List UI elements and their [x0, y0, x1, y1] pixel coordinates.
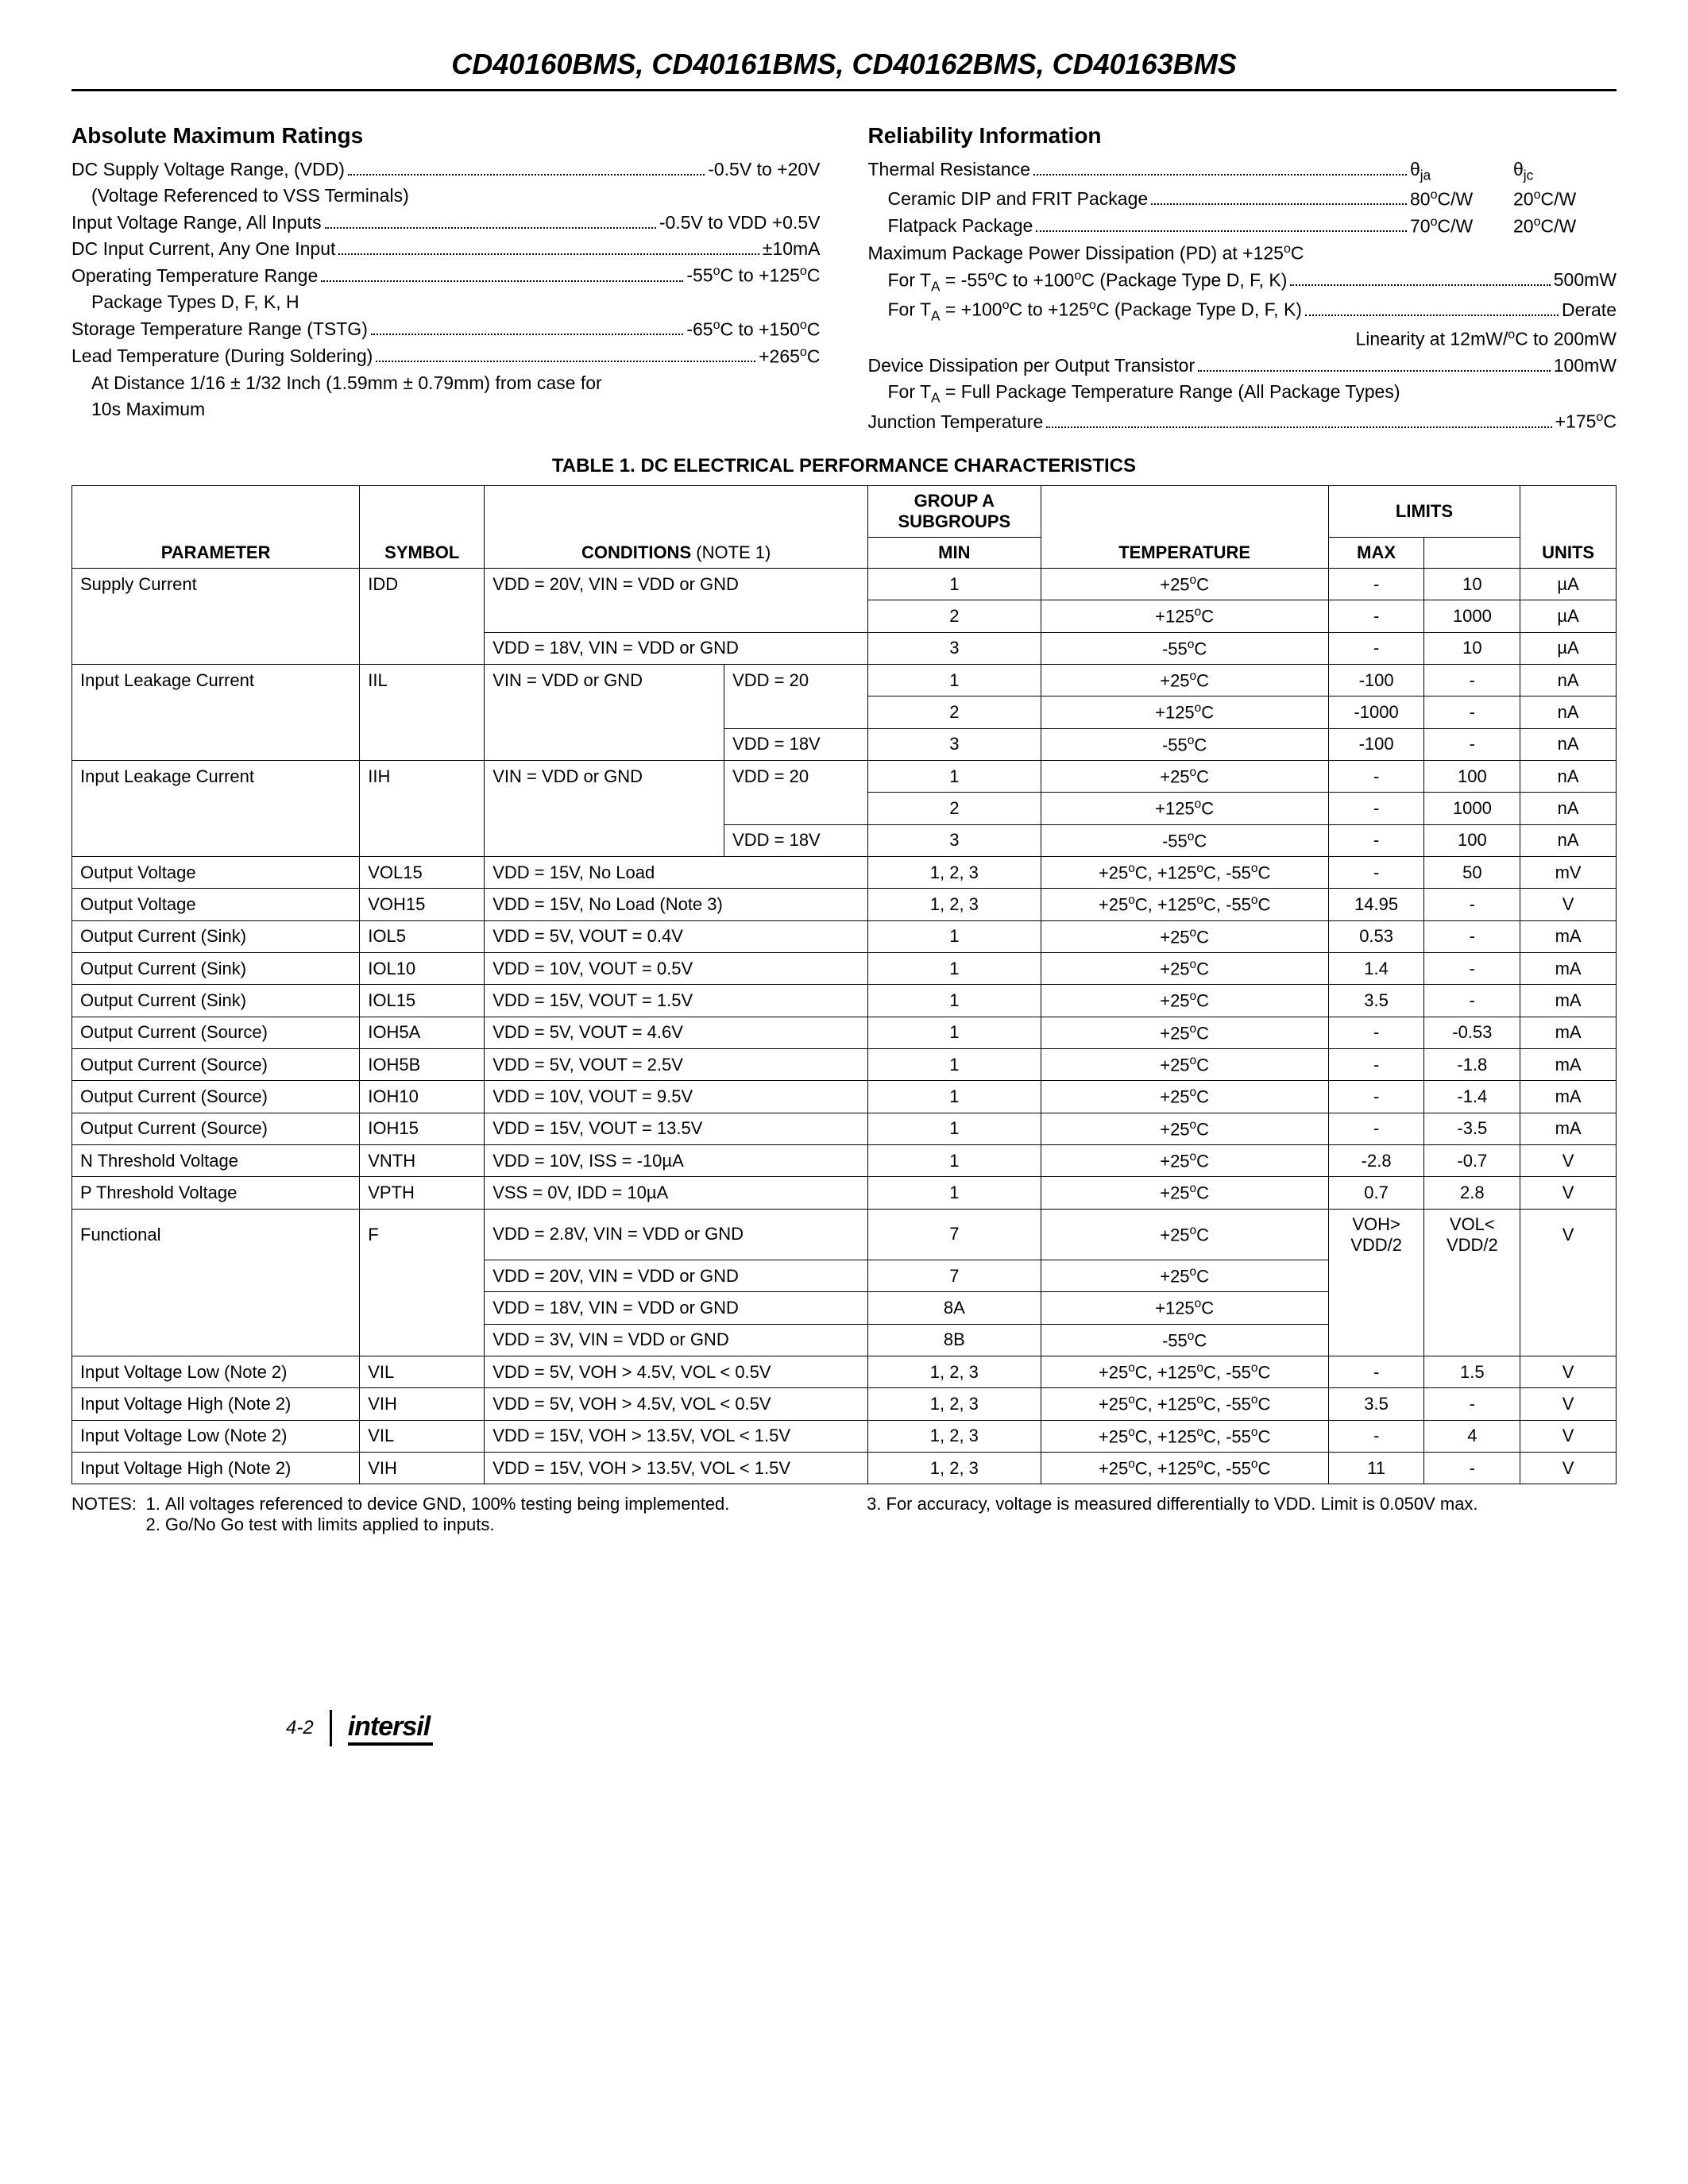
notes: NOTES:1.All voltages referenced to devic…	[71, 1494, 1617, 1535]
page-footer: 4-2 intersil	[71, 1710, 1617, 1746]
th-temperature: TEMPERATURE	[1041, 486, 1328, 569]
th-parameter: PARAMETER	[72, 486, 360, 569]
th-units: UNITS	[1520, 486, 1617, 569]
reliability-title: Reliability Information	[868, 123, 1617, 149]
th-conditions: CONDITIONS (NOTE 1)	[485, 486, 868, 569]
th-symbol: SYMBOL	[360, 486, 485, 569]
th-min: MIN	[868, 538, 1041, 569]
ratings-columns: Absolute Maximum Ratings DC Supply Volta…	[71, 123, 1617, 435]
th-limits: LIMITS	[1328, 486, 1520, 538]
abs-max-title: Absolute Maximum Ratings	[71, 123, 821, 149]
th-groupa: GROUP ASUBGROUPS	[868, 486, 1041, 538]
page-title: CD40160BMS, CD40161BMS, CD40162BMS, CD40…	[71, 48, 1617, 91]
table-title: TABLE 1. DC ELECTRICAL PERFORMANCE CHARA…	[71, 455, 1617, 477]
brand-logo: intersil	[348, 1711, 433, 1746]
page-number: 4-2	[286, 1717, 314, 1739]
spec-table: PARAMETER SYMBOL CONDITIONS (NOTE 1) GRO…	[71, 485, 1617, 1484]
absolute-max-section: Absolute Maximum Ratings DC Supply Volta…	[71, 123, 821, 435]
th-max: MAX	[1328, 538, 1424, 569]
footer-divider	[330, 1710, 332, 1746]
reliability-section: Reliability Information Thermal Resistan…	[868, 123, 1617, 435]
